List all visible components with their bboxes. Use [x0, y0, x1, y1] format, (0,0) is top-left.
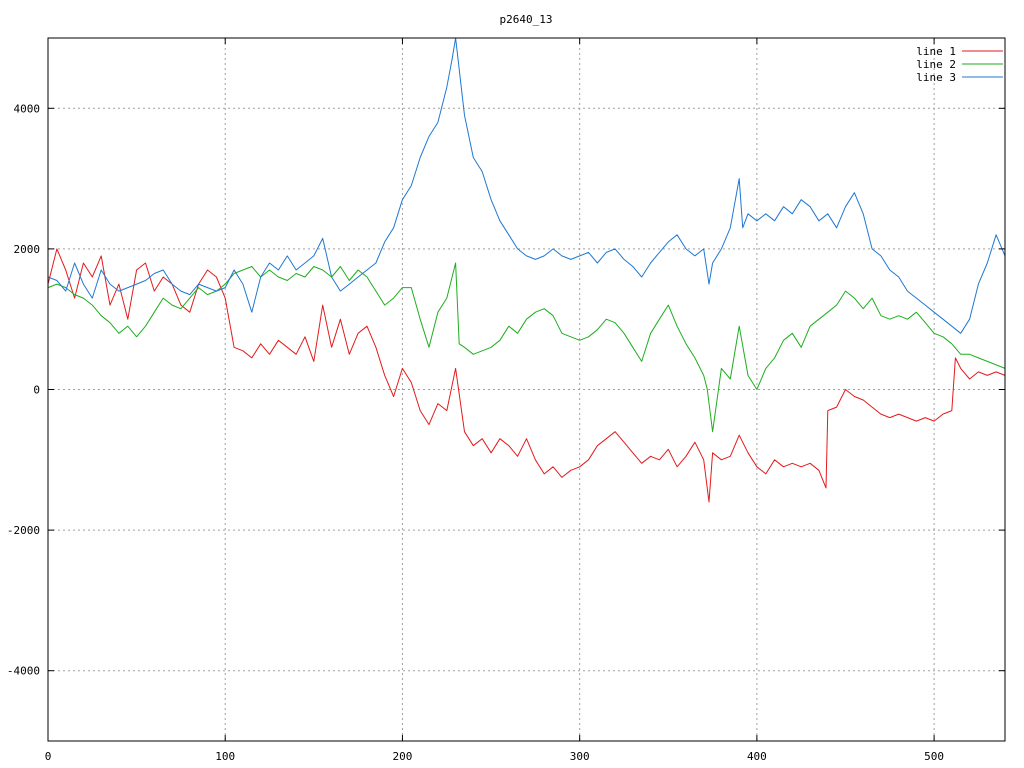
series-line-2 [47, 262, 1006, 433]
axis-ticks: 0 100 200 300 400 500 -4000 -2000 0 2000 4000 [7, 38, 1005, 763]
x-tick-label: 200 [393, 750, 413, 763]
x-tick-label: 400 [747, 750, 767, 763]
y-tick-label: 0 [33, 384, 40, 397]
x-tick-label: 0 [45, 750, 52, 763]
grid-lines [48, 38, 1005, 741]
y-tick-label: 2000 [14, 243, 41, 256]
legend-label: line 3 [916, 71, 956, 84]
series-line-3 [47, 37, 1006, 334]
x-tick-label: 100 [215, 750, 235, 763]
y-tick-label: -2000 [7, 524, 40, 537]
x-tick-label: 500 [924, 750, 944, 763]
legend-label: line 2 [916, 58, 956, 71]
plot-frame [47, 37, 1006, 742]
legend-label: line 1 [916, 45, 956, 58]
series-layer [47, 37, 1006, 503]
chart-title: p2640_13 [500, 13, 553, 26]
y-tick-label: -4000 [7, 665, 40, 678]
series-line-1 [47, 248, 1006, 503]
y-tick-label: 4000 [14, 102, 41, 115]
x-tick-label: 300 [570, 750, 590, 763]
